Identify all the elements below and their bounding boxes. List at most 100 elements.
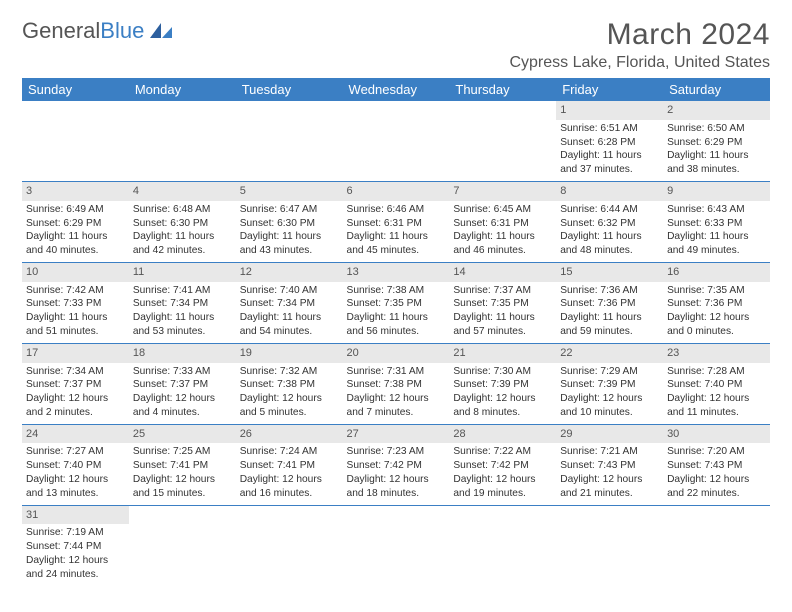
day-number: 15 [556, 263, 663, 282]
empty-cell [343, 505, 450, 585]
daylight-line: Daylight: 11 hours and 51 minutes. [26, 311, 125, 339]
day-number: 22 [556, 344, 663, 363]
sunset-line: Sunset: 6:32 PM [560, 217, 659, 231]
day-details: Sunrise: 6:50 AMSunset: 6:29 PMDaylight:… [663, 120, 770, 181]
day-details: Sunrise: 7:27 AMSunset: 7:40 PMDaylight:… [22, 443, 129, 504]
day-number: 5 [236, 182, 343, 201]
sunset-line: Sunset: 7:34 PM [133, 297, 232, 311]
sunset-line: Sunset: 6:31 PM [453, 217, 552, 231]
day-number: 17 [22, 344, 129, 363]
day-number: 7 [449, 182, 556, 201]
day-cell: 29Sunrise: 7:21 AMSunset: 7:43 PMDayligh… [556, 424, 663, 505]
day-number: 4 [129, 182, 236, 201]
daylight-line: Daylight: 12 hours and 22 minutes. [667, 473, 766, 501]
sunrise-line: Sunrise: 6:47 AM [240, 203, 339, 217]
day-cell: 1Sunrise: 6:51 AMSunset: 6:28 PMDaylight… [556, 101, 663, 181]
day-cell: 6Sunrise: 6:46 AMSunset: 6:31 PMDaylight… [343, 181, 450, 262]
daylight-line: Daylight: 11 hours and 57 minutes. [453, 311, 552, 339]
logo-word1: General [22, 18, 100, 43]
daylight-line: Daylight: 12 hours and 0 minutes. [667, 311, 766, 339]
daylight-line: Daylight: 12 hours and 18 minutes. [347, 473, 446, 501]
weekday-header: Tuesday [236, 78, 343, 101]
day-cell: 8Sunrise: 6:44 AMSunset: 6:32 PMDaylight… [556, 181, 663, 262]
sunset-line: Sunset: 7:35 PM [347, 297, 446, 311]
empty-cell [556, 505, 663, 585]
day-number: 12 [236, 263, 343, 282]
empty-cell [343, 101, 450, 181]
daylight-line: Daylight: 11 hours and 42 minutes. [133, 230, 232, 258]
sunset-line: Sunset: 7:42 PM [453, 459, 552, 473]
day-details: Sunrise: 7:40 AMSunset: 7:34 PMDaylight:… [236, 282, 343, 343]
sunrise-line: Sunrise: 7:23 AM [347, 445, 446, 459]
day-number: 25 [129, 425, 236, 444]
sunrise-line: Sunrise: 7:32 AM [240, 365, 339, 379]
day-number: 29 [556, 425, 663, 444]
daylight-line: Daylight: 11 hours and 43 minutes. [240, 230, 339, 258]
day-details: Sunrise: 7:22 AMSunset: 7:42 PMDaylight:… [449, 443, 556, 504]
daylight-line: Daylight: 12 hours and 11 minutes. [667, 392, 766, 420]
day-details: Sunrise: 7:38 AMSunset: 7:35 PMDaylight:… [343, 282, 450, 343]
day-cell: 22Sunrise: 7:29 AMSunset: 7:39 PMDayligh… [556, 343, 663, 424]
weekday-header: Wednesday [343, 78, 450, 101]
sunset-line: Sunset: 7:41 PM [133, 459, 232, 473]
daylight-line: Daylight: 12 hours and 21 minutes. [560, 473, 659, 501]
day-details: Sunrise: 6:51 AMSunset: 6:28 PMDaylight:… [556, 120, 663, 181]
sunrise-line: Sunrise: 7:42 AM [26, 284, 125, 298]
day-details: Sunrise: 7:19 AMSunset: 7:44 PMDaylight:… [22, 524, 129, 585]
sunset-line: Sunset: 7:35 PM [453, 297, 552, 311]
sunrise-line: Sunrise: 7:22 AM [453, 445, 552, 459]
sunset-line: Sunset: 7:39 PM [453, 378, 552, 392]
day-cell: 11Sunrise: 7:41 AMSunset: 7:34 PMDayligh… [129, 262, 236, 343]
week-row: 1Sunrise: 6:51 AMSunset: 6:28 PMDaylight… [22, 101, 770, 181]
sunset-line: Sunset: 7:37 PM [133, 378, 232, 392]
day-cell: 21Sunrise: 7:30 AMSunset: 7:39 PMDayligh… [449, 343, 556, 424]
day-cell: 19Sunrise: 7:32 AMSunset: 7:38 PMDayligh… [236, 343, 343, 424]
daylight-line: Daylight: 11 hours and 37 minutes. [560, 149, 659, 177]
day-cell: 26Sunrise: 7:24 AMSunset: 7:41 PMDayligh… [236, 424, 343, 505]
day-details: Sunrise: 7:42 AMSunset: 7:33 PMDaylight:… [22, 282, 129, 343]
day-details: Sunrise: 6:48 AMSunset: 6:30 PMDaylight:… [129, 201, 236, 262]
sunrise-line: Sunrise: 7:36 AM [560, 284, 659, 298]
sunset-line: Sunset: 7:40 PM [26, 459, 125, 473]
sunset-line: Sunset: 7:39 PM [560, 378, 659, 392]
day-details: Sunrise: 6:45 AMSunset: 6:31 PMDaylight:… [449, 201, 556, 262]
sunrise-line: Sunrise: 7:28 AM [667, 365, 766, 379]
day-details: Sunrise: 7:31 AMSunset: 7:38 PMDaylight:… [343, 363, 450, 424]
day-details: Sunrise: 7:37 AMSunset: 7:35 PMDaylight:… [449, 282, 556, 343]
sunrise-line: Sunrise: 7:24 AM [240, 445, 339, 459]
day-details: Sunrise: 7:21 AMSunset: 7:43 PMDaylight:… [556, 443, 663, 504]
sunset-line: Sunset: 7:44 PM [26, 540, 125, 554]
sunrise-line: Sunrise: 6:45 AM [453, 203, 552, 217]
daylight-line: Daylight: 11 hours and 49 minutes. [667, 230, 766, 258]
empty-cell [236, 505, 343, 585]
week-row: 31Sunrise: 7:19 AMSunset: 7:44 PMDayligh… [22, 505, 770, 585]
day-cell: 14Sunrise: 7:37 AMSunset: 7:35 PMDayligh… [449, 262, 556, 343]
day-cell: 13Sunrise: 7:38 AMSunset: 7:35 PMDayligh… [343, 262, 450, 343]
day-cell: 9Sunrise: 6:43 AMSunset: 6:33 PMDaylight… [663, 181, 770, 262]
day-details: Sunrise: 7:30 AMSunset: 7:39 PMDaylight:… [449, 363, 556, 424]
day-cell: 31Sunrise: 7:19 AMSunset: 7:44 PMDayligh… [22, 505, 129, 585]
day-cell: 27Sunrise: 7:23 AMSunset: 7:42 PMDayligh… [343, 424, 450, 505]
daylight-line: Daylight: 12 hours and 24 minutes. [26, 554, 125, 582]
sunset-line: Sunset: 7:36 PM [560, 297, 659, 311]
sunset-line: Sunset: 7:38 PM [240, 378, 339, 392]
day-details: Sunrise: 6:49 AMSunset: 6:29 PMDaylight:… [22, 201, 129, 262]
sunset-line: Sunset: 7:43 PM [667, 459, 766, 473]
daylight-line: Daylight: 11 hours and 45 minutes. [347, 230, 446, 258]
sunrise-line: Sunrise: 7:33 AM [133, 365, 232, 379]
sunset-line: Sunset: 6:28 PM [560, 136, 659, 150]
weekday-header: Monday [129, 78, 236, 101]
day-number: 26 [236, 425, 343, 444]
sunset-line: Sunset: 6:30 PM [133, 217, 232, 231]
logo-word2: Blue [100, 18, 144, 43]
calendar-body: 1Sunrise: 6:51 AMSunset: 6:28 PMDaylight… [22, 101, 770, 585]
sunset-line: Sunset: 7:43 PM [560, 459, 659, 473]
daylight-line: Daylight: 11 hours and 40 minutes. [26, 230, 125, 258]
day-number: 9 [663, 182, 770, 201]
day-details: Sunrise: 6:47 AMSunset: 6:30 PMDaylight:… [236, 201, 343, 262]
empty-cell [449, 101, 556, 181]
day-number: 2 [663, 101, 770, 120]
daylight-line: Daylight: 12 hours and 16 minutes. [240, 473, 339, 501]
sunrise-line: Sunrise: 7:20 AM [667, 445, 766, 459]
sunset-line: Sunset: 7:37 PM [26, 378, 125, 392]
